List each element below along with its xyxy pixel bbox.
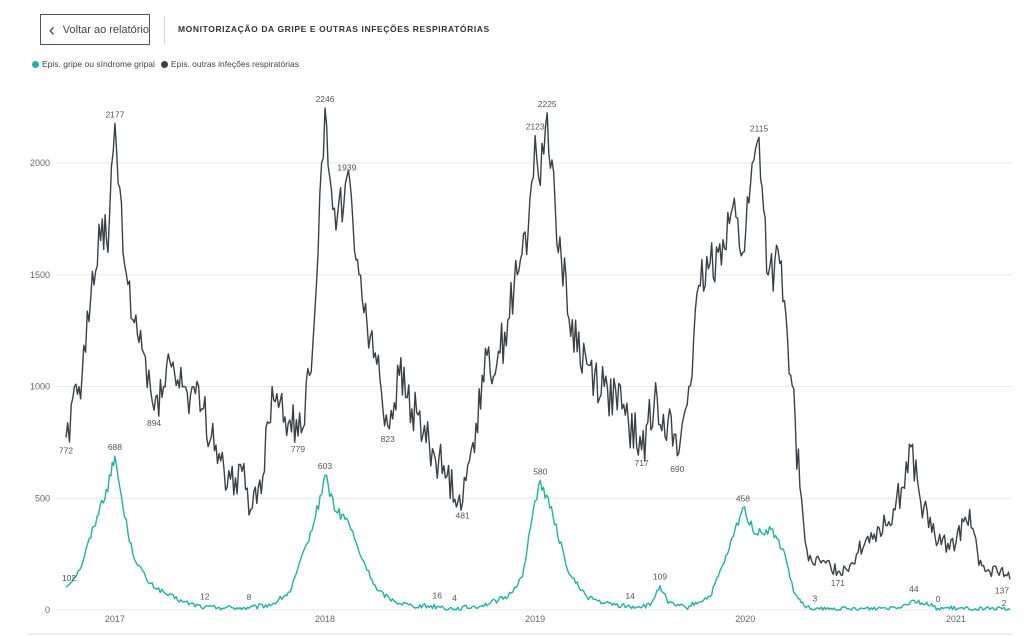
data-label: 580 — [533, 466, 547, 476]
data-label: 4 — [452, 593, 457, 603]
data-label: 0 — [936, 594, 941, 604]
data-label: 481 — [456, 511, 470, 521]
data-label: 894 — [147, 418, 161, 428]
data-label: 102 — [62, 573, 76, 583]
data-label: 137 — [995, 585, 1009, 595]
x-tick-label: 2019 — [525, 614, 545, 624]
data-label: 2177 — [105, 109, 124, 119]
legend-label-flu: Epis. gripe ou síndrome gripal — [42, 59, 155, 69]
series-line-other[interactable] — [65, 107, 1011, 580]
data-label: 3 — [813, 593, 818, 603]
x-tick-label: 2021 — [946, 614, 966, 624]
data-label: 109 — [653, 572, 667, 582]
data-label: 44 — [909, 584, 919, 594]
y-tick-label: 2000 — [30, 158, 50, 168]
page-title: MONITORIZAÇÃO DA GRIPE E OUTRAS INFEÇÕES… — [178, 24, 490, 34]
back-to-report-button[interactable]: ‹ Voltar ao relatório — [40, 14, 150, 45]
data-label: 779 — [291, 444, 305, 454]
data-label: 8 — [247, 592, 252, 602]
data-label: 171 — [831, 578, 845, 588]
data-label: 2 — [1002, 598, 1007, 608]
data-label: 688 — [108, 442, 122, 452]
report-header: ‹ Voltar ao relatório MONITORIZAÇÃO DA G… — [0, 0, 1024, 52]
chart-legend: Epis. gripe ou síndrome gripal Epis. out… — [32, 57, 305, 71]
chevron-left-icon: ‹ — [48, 19, 55, 40]
data-label: 1939 — [337, 163, 356, 173]
back-button-label: Voltar ao relatório — [62, 23, 149, 36]
legend-dot-other — [160, 60, 168, 68]
y-tick-label: 1000 — [30, 382, 50, 392]
data-label: 2115 — [750, 123, 769, 133]
series-line-flu[interactable] — [65, 455, 1011, 611]
legend-dot-flu — [32, 60, 39, 68]
data-label: 2246 — [316, 94, 335, 104]
y-tick-label: 1500 — [30, 270, 50, 280]
data-label: 16 — [433, 590, 443, 600]
legend-label-other: Epis. outras infeções respiratórias — [170, 59, 299, 69]
header-divider — [164, 16, 165, 44]
x-tick-label: 2017 — [105, 614, 125, 624]
data-label: 12 — [200, 591, 210, 601]
y-tick-label: 500 — [35, 493, 50, 503]
legend-item-other[interactable]: Epis. outras infeções respiratórias — [160, 59, 299, 69]
data-label: 603 — [318, 461, 332, 471]
y-tick-label: 0 — [45, 605, 50, 615]
legend-item-flu[interactable]: Epis. gripe ou síndrome gripal — [32, 59, 155, 69]
data-label: 458 — [736, 494, 750, 504]
data-label: 2123 — [526, 122, 545, 132]
data-label: 717 — [635, 458, 649, 468]
data-label: 14 — [625, 591, 635, 601]
data-label: 772 — [59, 445, 73, 455]
data-label: 690 — [670, 464, 684, 474]
data-label: 2225 — [538, 99, 557, 109]
data-label: 823 — [381, 434, 395, 444]
x-tick-label: 2020 — [735, 614, 755, 624]
x-tick-label: 2018 — [315, 614, 335, 624]
